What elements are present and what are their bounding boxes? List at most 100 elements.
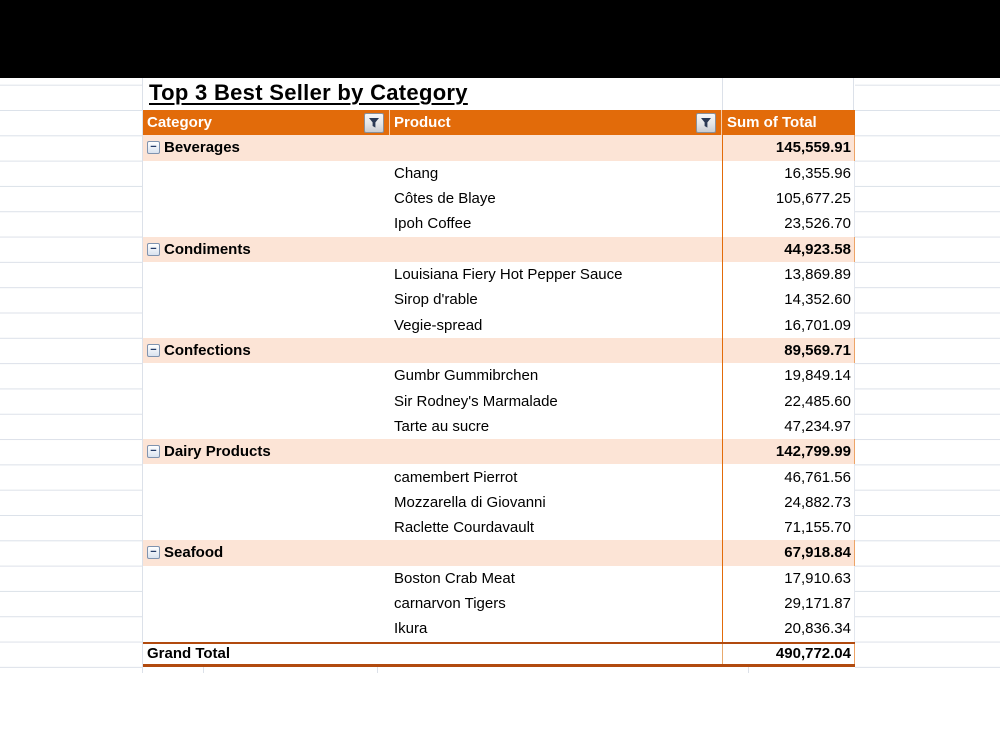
grand-total-label-cell[interactable]: Grand Total: [143, 644, 390, 664]
category-empty-cell[interactable]: [143, 616, 390, 641]
product-cell-text: Ipoh Coffee: [394, 215, 472, 233]
product-cell[interactable]: Sirop d'rable: [390, 287, 722, 312]
value-cell[interactable]: 29,171.87: [722, 590, 855, 617]
collapse-icon[interactable]: −: [147, 445, 160, 459]
value-cell[interactable]: 22,485.60: [722, 388, 855, 414]
product-cell[interactable]: Boston Crab Meat: [390, 566, 722, 591]
value-cell[interactable]: 47,234.97: [722, 413, 855, 440]
header-cell-category[interactable]: Category: [143, 110, 390, 136]
value-cell[interactable]: 46,761.56: [722, 464, 855, 490]
product-cell[interactable]: Côtes de Blaye: [390, 186, 722, 211]
product-cell[interactable]: Ipoh Coffee: [390, 211, 722, 236]
product-row[interactable]: Louisiana Fiery Hot Pepper Sauce 13,869.…: [143, 261, 855, 288]
category-empty-cell[interactable]: [390, 338, 722, 363]
category-empty-cell[interactable]: [143, 186, 390, 211]
product-row[interactable]: Chang 16,355.96: [143, 160, 855, 186]
product-row[interactable]: Mozzarella di Giovanni 24,882.73: [143, 489, 855, 515]
category-subtotal-row[interactable]: − Beverages 145,559.91: [143, 135, 855, 161]
value-cell[interactable]: 14,352.60: [722, 287, 855, 313]
product-cell[interactable]: camembert Pierrot: [390, 464, 722, 489]
product-row[interactable]: Ipoh Coffee 23,526.70: [143, 211, 855, 237]
category-empty-cell[interactable]: [143, 211, 390, 236]
product-row[interactable]: Boston Crab Meat 17,910.63: [143, 565, 855, 591]
product-row[interactable]: carnarvon Tigers 29,171.87: [143, 590, 855, 617]
value-cell-text: 47,234.97: [784, 417, 851, 435]
value-cell[interactable]: 24,882.73: [722, 489, 855, 515]
value-cell[interactable]: 71,155.70: [722, 515, 855, 541]
gridline: [853, 78, 854, 110]
value-cell[interactable]: 16,701.09: [722, 312, 855, 338]
collapse-icon[interactable]: −: [147, 546, 160, 560]
category-empty-cell[interactable]: [143, 287, 390, 312]
value-cell[interactable]: 17,910.63: [722, 565, 855, 591]
product-row[interactable]: Sir Rodney's Marmalade 22,485.60: [143, 388, 855, 414]
value-cell[interactable]: 67,918.84: [722, 540, 855, 566]
product-row[interactable]: camembert Pierrot 46,761.56: [143, 464, 855, 490]
category-empty-cell[interactable]: [143, 490, 390, 515]
value-cell[interactable]: 145,559.91: [722, 135, 855, 161]
product-filter-button[interactable]: [696, 112, 716, 133]
header-cell-sum-of-total[interactable]: Sum of Total: [722, 110, 855, 135]
grand-total-row[interactable]: Grand Total 490,772.04: [143, 641, 855, 667]
category-cell[interactable]: − Seafood: [143, 540, 390, 565]
product-cell[interactable]: Mozzarella di Giovanni: [390, 490, 722, 515]
grand-total-empty-cell[interactable]: [390, 644, 722, 664]
category-cell[interactable]: − Beverages: [143, 135, 390, 160]
category-empty-cell[interactable]: [143, 313, 390, 338]
header-cell-product[interactable]: Product: [390, 110, 722, 136]
grand-total-value-cell[interactable]: 490,772.04: [722, 643, 855, 664]
product-row[interactable]: Vegie-spread 16,701.09: [143, 312, 855, 338]
category-label: Confections: [164, 341, 251, 359]
product-row[interactable]: Raclette Courdavault 71,155.70: [143, 515, 855, 541]
category-empty-cell[interactable]: [143, 464, 390, 489]
category-subtotal-row[interactable]: − Seafood 67,918.84: [143, 540, 855, 566]
value-cell[interactable]: 89,569.71: [722, 337, 855, 364]
category-empty-cell[interactable]: [143, 363, 390, 388]
category-empty-cell[interactable]: [143, 161, 390, 186]
product-cell[interactable]: Tarte au sucre: [390, 414, 722, 439]
product-cell[interactable]: Sir Rodney's Marmalade: [390, 388, 722, 413]
product-row[interactable]: Ikura 20,836.34: [143, 616, 855, 642]
value-cell[interactable]: 105,677.25: [722, 185, 855, 212]
product-cell[interactable]: Ikura: [390, 616, 722, 641]
category-empty-cell[interactable]: [143, 591, 390, 616]
category-cell[interactable]: − Condiments: [143, 237, 390, 262]
category-empty-cell[interactable]: [390, 135, 722, 160]
product-cell[interactable]: Vegie-spread: [390, 313, 722, 338]
category-empty-cell[interactable]: [143, 566, 390, 591]
product-cell[interactable]: Louisiana Fiery Hot Pepper Sauce: [390, 262, 722, 287]
product-row[interactable]: Tarte au sucre 47,234.97: [143, 413, 855, 440]
value-cell[interactable]: 44,923.58: [722, 236, 855, 262]
product-cell[interactable]: carnarvon Tigers: [390, 591, 722, 616]
product-row[interactable]: Sirop d'rable 14,352.60: [143, 287, 855, 313]
category-empty-cell[interactable]: [390, 237, 722, 262]
product-cell-text: Gumbr Gummibrchen: [394, 367, 539, 385]
category-filter-button[interactable]: [364, 112, 384, 133]
value-cell[interactable]: 20,836.34: [722, 616, 855, 642]
product-row[interactable]: Côtes de Blaye 105,677.25: [143, 185, 855, 212]
category-subtotal-row[interactable]: − Condiments 44,923.58: [143, 236, 855, 262]
product-cell[interactable]: Raclette Courdavault: [390, 515, 722, 540]
product-row[interactable]: Gumbr Gummibrchen 19,849.14: [143, 363, 855, 389]
category-subtotal-row[interactable]: − Dairy Products 142,799.99: [143, 439, 855, 465]
category-empty-cell[interactable]: [143, 414, 390, 439]
category-empty-cell[interactable]: [143, 515, 390, 540]
value-cell[interactable]: 16,355.96: [722, 160, 855, 186]
value-cell[interactable]: 13,869.89: [722, 261, 855, 288]
category-empty-cell[interactable]: [390, 439, 722, 464]
category-empty-cell[interactable]: [143, 388, 390, 413]
category-cell[interactable]: − Confections: [143, 338, 390, 363]
value-cell[interactable]: 19,849.14: [722, 363, 855, 389]
category-subtotal-row[interactable]: − Confections 89,569.71: [143, 337, 855, 364]
category-empty-cell[interactable]: [143, 262, 390, 287]
category-cell[interactable]: − Dairy Products: [143, 439, 390, 464]
collapse-icon[interactable]: −: [147, 141, 160, 155]
product-cell[interactable]: Gumbr Gummibrchen: [390, 363, 722, 388]
category-empty-cell[interactable]: [390, 540, 722, 565]
collapse-icon[interactable]: −: [147, 242, 160, 256]
value-cell[interactable]: 142,799.99: [722, 439, 855, 465]
title-cell[interactable]: Top 3 Best Seller by Category: [143, 78, 855, 110]
value-cell[interactable]: 23,526.70: [722, 211, 855, 237]
collapse-icon[interactable]: −: [147, 343, 160, 357]
product-cell[interactable]: Chang: [390, 161, 722, 186]
